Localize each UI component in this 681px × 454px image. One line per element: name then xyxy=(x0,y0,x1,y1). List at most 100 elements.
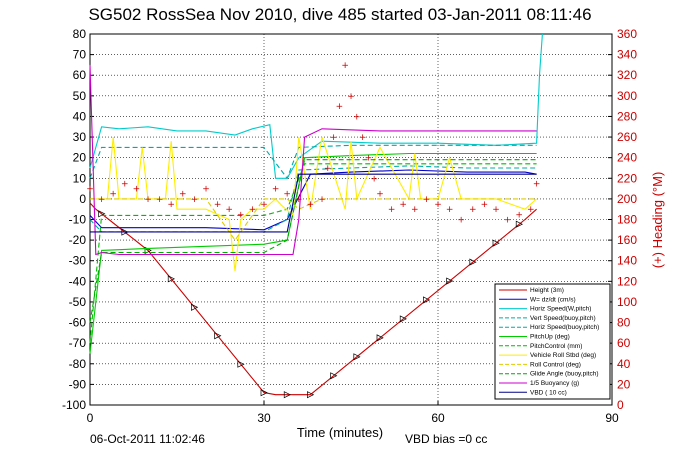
legend-entry: W= dz/dt (cm/s) xyxy=(530,296,576,303)
legend-entry: Horiz Speed(buoy,pitch) xyxy=(530,324,599,331)
series-layer: ++++++ ++++++++++++++++++++++++++++++++++… xyxy=(86,33,543,399)
left-tick-label: -40 xyxy=(69,274,87,288)
left-tick-label: 40 xyxy=(73,109,87,123)
series-point-heading: + xyxy=(504,216,512,226)
series-point-heading: + xyxy=(307,200,315,210)
series-point-heading: + xyxy=(469,205,477,215)
legend-entry: Vert Speed(buoy,pitch) xyxy=(530,315,596,322)
left-tick-label: 70 xyxy=(73,48,87,62)
legend-entry: Vehicle Roll Stbd (deg) xyxy=(530,352,596,359)
series-marker-height-3m xyxy=(469,258,477,266)
series-marker-height-3m xyxy=(260,389,268,397)
right-tick-label: 260 xyxy=(617,130,637,144)
footer-vbd-bias: VBD bias =0 cc xyxy=(405,432,487,446)
series-marker-height-3m xyxy=(330,372,338,380)
left-tick-label: -80 xyxy=(69,357,87,371)
right-tick-label: 60 xyxy=(617,336,631,350)
series-point-heading: + xyxy=(347,92,355,102)
series-point-heading: + xyxy=(214,200,222,210)
series-point-heading: + xyxy=(283,190,291,200)
left-tick-label: -20 xyxy=(69,233,87,247)
left-tick-label: 50 xyxy=(73,89,87,103)
x-tick-label: 60 xyxy=(431,411,445,425)
series-marker-height-3m xyxy=(515,220,523,228)
series-point-heading: + xyxy=(260,200,268,210)
right-tick-label: 20 xyxy=(617,377,631,391)
right-tick-label: 300 xyxy=(617,89,637,103)
series-point-heading: + xyxy=(144,195,152,205)
series-point-heading: + xyxy=(249,205,257,215)
series-marker-height-3m xyxy=(423,296,431,304)
right-tick-label: 200 xyxy=(617,192,637,206)
series-point-heading: + xyxy=(86,185,94,195)
chart-title: SG502 RossSea Nov 2010, dive 485 started… xyxy=(88,5,591,24)
series-point-heading: + xyxy=(388,205,396,215)
x-axis-label: Time (minutes) xyxy=(297,425,383,440)
series-point-heading: + xyxy=(330,133,338,143)
right-tick-label: 240 xyxy=(617,151,637,165)
right-axis-ticks: 3603403203002802602402202001801601401201… xyxy=(608,27,637,412)
series-point-heading: + xyxy=(324,164,332,174)
legend-entry: PitchUp (deg) xyxy=(530,334,570,341)
series-point-heading: + xyxy=(527,205,535,215)
series-point-heading: + xyxy=(191,195,199,205)
series-point-heading: + xyxy=(365,154,373,164)
right-axis-label: (+) Heading (°M) xyxy=(650,172,665,269)
left-axis-ticks: 80 70 60 50 40 30 20 10 0 -10 -20 -30 -40 -50 -60 -70 -8… xyxy=(62,27,94,412)
right-tick-label: 340 xyxy=(617,48,637,62)
left-tick-label: -100 xyxy=(62,398,86,412)
right-tick-label: 80 xyxy=(617,316,631,330)
series-marker-height-3m xyxy=(399,315,407,323)
legend-entry: Height (3m) xyxy=(530,287,564,294)
series-point-heading: + xyxy=(399,200,407,210)
series-point-heading: + xyxy=(457,216,465,226)
series-point-heading: + xyxy=(295,195,303,205)
series-point-heading: + xyxy=(411,205,419,215)
legend-box xyxy=(494,283,611,400)
right-tick-label: 160 xyxy=(617,233,637,247)
left-tick-label: -70 xyxy=(69,336,87,350)
series-marker-height-3m xyxy=(214,332,222,340)
series-point-heading: + xyxy=(370,174,378,184)
right-tick-label: 100 xyxy=(617,295,637,309)
right-tick-label: 220 xyxy=(617,171,637,185)
series-point-heading: + xyxy=(121,179,129,189)
legend-entry: Glide Angle (buoy,pitch) xyxy=(530,371,599,378)
left-tick-label: 10 xyxy=(73,171,87,185)
series-point-heading: + xyxy=(179,190,187,200)
left-tick-label: -50 xyxy=(69,295,87,309)
left-tick-label: 30 xyxy=(73,130,87,144)
series-point-heading: + xyxy=(376,190,384,200)
series-line-glide-angle-buoy-pitch xyxy=(89,159,537,323)
left-tick-label: -90 xyxy=(69,377,87,391)
x-tick-label: 30 xyxy=(257,411,271,425)
left-tick-label: -30 xyxy=(69,254,87,268)
series-point-heading: + xyxy=(423,195,431,205)
series-point-heading: + xyxy=(515,210,523,220)
x-tick-label: 90 xyxy=(605,411,619,425)
left-tick-label: 0 xyxy=(79,192,86,206)
series-point-heading: + xyxy=(434,200,442,210)
right-tick-label: 280 xyxy=(617,109,637,123)
series-point-heading: + xyxy=(533,179,541,189)
series-point-heading: + xyxy=(492,205,500,215)
series-marker-height-3m xyxy=(376,334,384,342)
series-line-horiz-speed-buoy-pitch xyxy=(89,144,537,180)
series-marker-height-3m xyxy=(167,275,175,283)
right-tick-label: 320 xyxy=(617,68,637,82)
series-point-heading: + xyxy=(133,185,141,195)
right-tick-label: 120 xyxy=(617,274,637,288)
series-marker-height-3m xyxy=(237,360,245,368)
left-tick-label: 60 xyxy=(73,68,87,82)
series-point-heading: + xyxy=(481,200,489,210)
series-line-height-3m xyxy=(89,202,537,396)
left-tick-label: 80 xyxy=(73,27,87,41)
left-tick-label: -10 xyxy=(69,213,87,227)
series-point-heading: + xyxy=(237,210,245,220)
x-tick-label: 0 xyxy=(87,411,94,425)
series-marker-height-3m xyxy=(283,391,291,399)
legend-entry: 1/5 Buoyancy (g) xyxy=(530,380,579,387)
series-point-heading: + xyxy=(359,133,367,143)
right-tick-label: 140 xyxy=(617,254,637,268)
series-point-heading: + xyxy=(318,195,326,205)
